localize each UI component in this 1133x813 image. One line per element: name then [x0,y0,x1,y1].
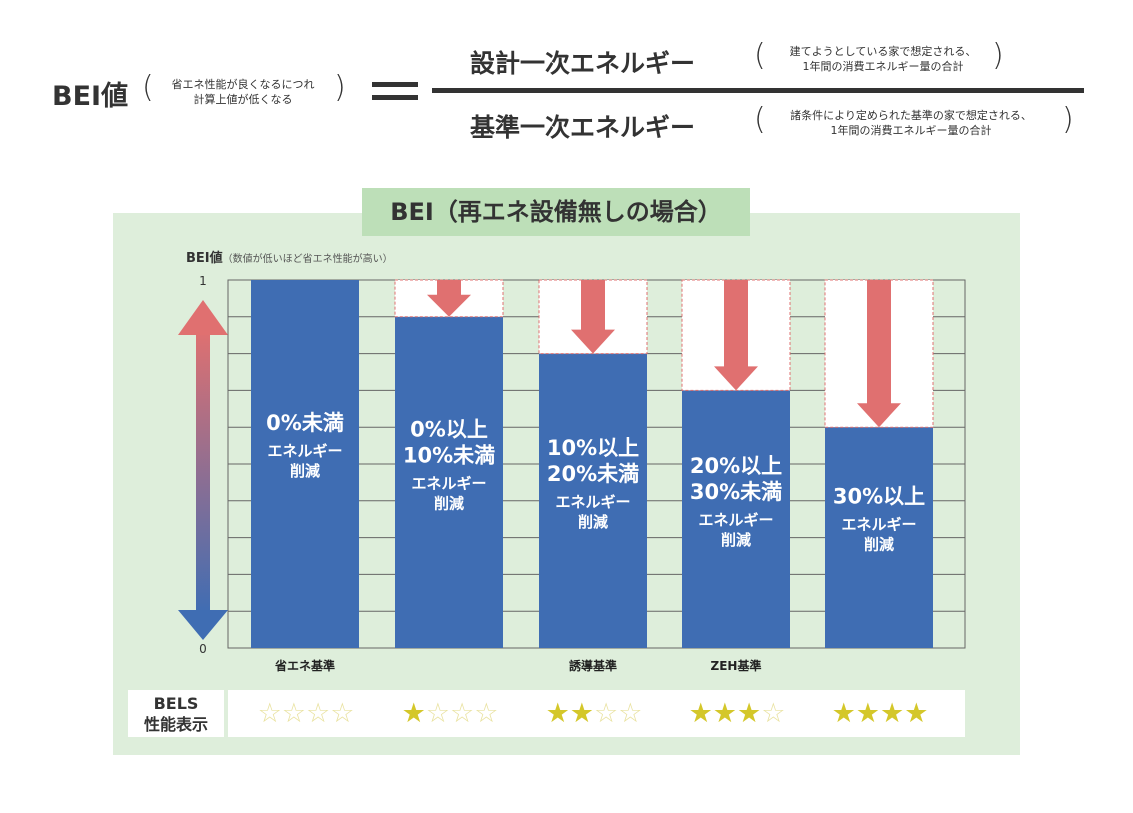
fraction-bar [432,88,1084,93]
arrow-down-icon [178,610,228,640]
bar [825,427,933,648]
category-label: 省エネ基準 [274,658,335,673]
bar-label: 削減 [578,513,608,531]
formula-lhs: BEI値 [52,81,129,112]
bar-label: 20%未満 [547,462,639,486]
reduction-arrow-icon [857,280,901,428]
star-filled-icon: ★ [688,698,713,729]
star-filled-icon: ★ [569,698,594,729]
paren-open: ( [754,102,766,137]
star-filled-icon: ★ [401,698,426,729]
lhs-note-1: 省エネ性能が良くなるにつれ [171,78,315,91]
y-label: BEI値 [186,251,223,266]
bels-star-rating: ☆☆☆☆ [251,698,361,729]
bar-label: 30%未満 [690,480,782,504]
denominator-note-2: 1年間の消費エネルギー量の合計 [830,124,992,137]
numerator-note-1: 建てようとしている家で想定される、 [789,45,977,58]
bar-label: エネルギー [698,511,773,529]
star-empty-icon: ☆ [425,698,450,729]
star-empty-icon: ☆ [330,698,355,729]
lhs-note-2: 計算上値が低くなる [193,93,293,106]
star-empty-icon: ☆ [618,698,643,729]
paren-open: ( [754,38,766,73]
equals-sign [372,82,418,100]
bar-label: 20%以上 [690,454,782,478]
star-filled-icon: ★ [855,698,880,729]
star-filled-icon: ★ [712,698,737,729]
bels-star-rating: ★★★★ [825,698,935,729]
reduction-arrow-icon [571,280,615,354]
star-filled-icon: ★ [545,698,570,729]
denominator-note-1: 諸条件により定められた基準の家で想定される、 [790,109,1032,122]
bar-label: 削減 [290,462,320,480]
bar-label: 10%未満 [403,443,495,467]
bels-star-rating: ★★☆☆ [539,698,649,729]
star-empty-icon: ☆ [474,698,499,729]
reduction-arrow-icon [714,280,758,391]
bar-label: エネルギー [841,516,916,534]
star-empty-icon: ☆ [594,698,619,729]
axis-arrow-shaft [196,330,210,614]
paren-close: ) [334,70,346,105]
reduction-arrow-icon [427,280,471,317]
bar-label: エネルギー [411,474,486,492]
star-empty-icon: ☆ [257,698,282,729]
y-tick-label: 0 [199,642,207,656]
star-filled-icon: ★ [737,698,762,729]
bar [251,280,359,648]
bels-strip [228,690,965,737]
paren-close: ) [992,38,1004,73]
bar [539,353,647,648]
bar-label: 0%未満 [266,411,344,435]
category-label: 誘導基準 [569,658,617,673]
y-tick-label: 1 [199,274,207,288]
star-empty-icon: ☆ [450,698,475,729]
bar-label: エネルギー [555,493,630,511]
arrow-up-icon [178,300,228,335]
bar [682,390,790,648]
category-label: ZEH基準 [711,658,762,673]
bels-label: BELS 性能表示 [128,690,224,737]
bar [395,316,503,648]
bar-label: 削減 [721,531,751,549]
star-filled-icon: ★ [880,698,905,729]
bar-label: 0%以上 [410,417,488,441]
y-label-note: （数値が低いほど省エネ性能が高い） [222,254,393,265]
paren-close: ) [1062,102,1074,137]
bels-star-rating: ★★★☆ [682,698,792,729]
star-filled-icon: ★ [831,698,856,729]
paren-open: ( [142,70,154,105]
bels-star-rating: ★☆☆☆ [395,698,505,729]
bels-label-2: 性能表示 [143,715,208,734]
bar-label: 削減 [434,494,464,512]
bar-label: エネルギー [267,442,342,460]
bar-label: 削減 [864,536,894,554]
numerator: 設計一次エネルギー [470,49,696,78]
star-empty-icon: ☆ [761,698,786,729]
bels-label-1: BELS [153,694,199,713]
denominator-note: 諸条件により定められた基準の家で想定される、 1年間の消費エネルギー量の合計 [766,108,1056,138]
star-filled-icon: ★ [904,698,929,729]
numerator-note-2: 1年間の消費エネルギー量の合計 [802,60,964,73]
chart-title: BEI（再エネ設備無しの場合） [362,188,750,236]
bar-label: 30%以上 [833,485,925,509]
bar-label: 10%以上 [547,436,639,460]
numerator-note: 建てようとしている家で想定される、 1年間の消費エネルギー量の合計 [768,44,998,74]
y-axis-label: BEI値（数値が低いほど省エネ性能が高い） [186,247,393,266]
lhs-note: 省エネ性能が良くなるにつれ 計算上値が低くなる [158,77,328,107]
star-empty-icon: ☆ [306,698,331,729]
star-empty-icon: ☆ [281,698,306,729]
denominator: 基準一次エネルギー [470,113,696,142]
